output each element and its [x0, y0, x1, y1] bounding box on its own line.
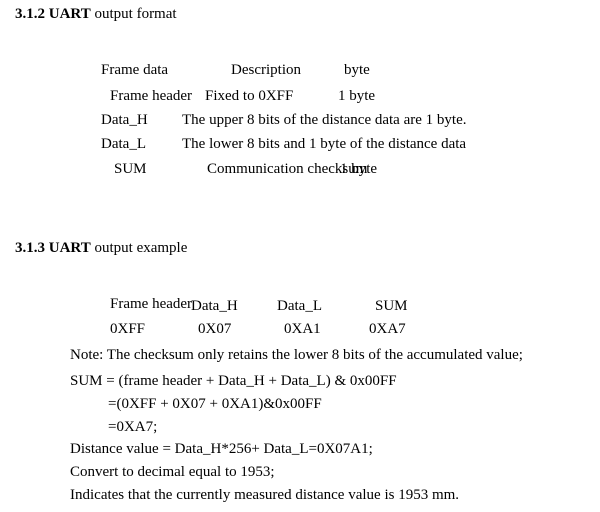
note-line: Convert to decimal equal to 1953;: [70, 464, 275, 480]
table-header-byte: byte: [344, 62, 370, 78]
example-header-data-h: Data_H: [191, 298, 238, 314]
example-value-data-l: 0XA1: [284, 321, 321, 337]
note-line: Note: The checksum only retains the lowe…: [70, 347, 523, 363]
note-line: Distance value = Data_H*256+ Data_L=0X07…: [70, 441, 373, 457]
example-header-frame-header: Frame header: [110, 296, 193, 312]
table-cell-data-h-desc: The upper 8 bits of the distance data ar…: [182, 112, 467, 128]
section-bold-word: UART: [48, 240, 91, 256]
table-cell-data-l: Data_L: [101, 136, 146, 152]
table-header-description: Description: [231, 62, 301, 78]
example-value-frame-header: 0XFF: [110, 321, 146, 337]
table-header-frame-data: Frame data: [101, 62, 169, 78]
example-header-sum: SUM: [375, 298, 408, 314]
section-title-rest: output format: [90, 6, 177, 22]
example-value-data-h: 0X07: [198, 321, 232, 337]
section-heading-3-1-2: 3.1.2 UART output format: [15, 5, 177, 23]
section-number: 3.1.2: [15, 6, 45, 22]
table-cell-sum: SUM: [114, 161, 147, 177]
section-number: 3.1.3: [15, 240, 45, 256]
note-line: =0XA7;: [108, 419, 158, 435]
table-cell-frame-header-byte: 1 byte: [338, 88, 376, 104]
table-cell-sum-desc: Communication checksum: [207, 161, 368, 177]
table-cell-sum-byte: 1 byte: [340, 161, 378, 177]
section-heading-3-1-3: 3.1.3 UART output example: [15, 239, 187, 257]
section-bold-word: UART: [48, 6, 91, 22]
table-cell-data-h: Data_H: [101, 112, 148, 128]
section-title-rest: output example: [90, 240, 188, 256]
note-line: =(0XFF + 0X07 + 0XA1)&0x00FF: [108, 396, 322, 412]
example-header-data-l: Data_L: [277, 298, 322, 314]
example-value-sum: 0XA7: [369, 321, 406, 337]
table-cell-frame-header: Frame header: [110, 88, 193, 104]
note-line: SUM = (frame header + Data_H + Data_L) &…: [70, 373, 397, 389]
table-cell-frame-header-desc: Fixed to 0XFF: [205, 88, 294, 104]
note-line: Indicates that the currently measured di…: [70, 487, 460, 503]
table-cell-data-l-desc: The lower 8 bits and 1 byte of the dista…: [182, 136, 467, 152]
